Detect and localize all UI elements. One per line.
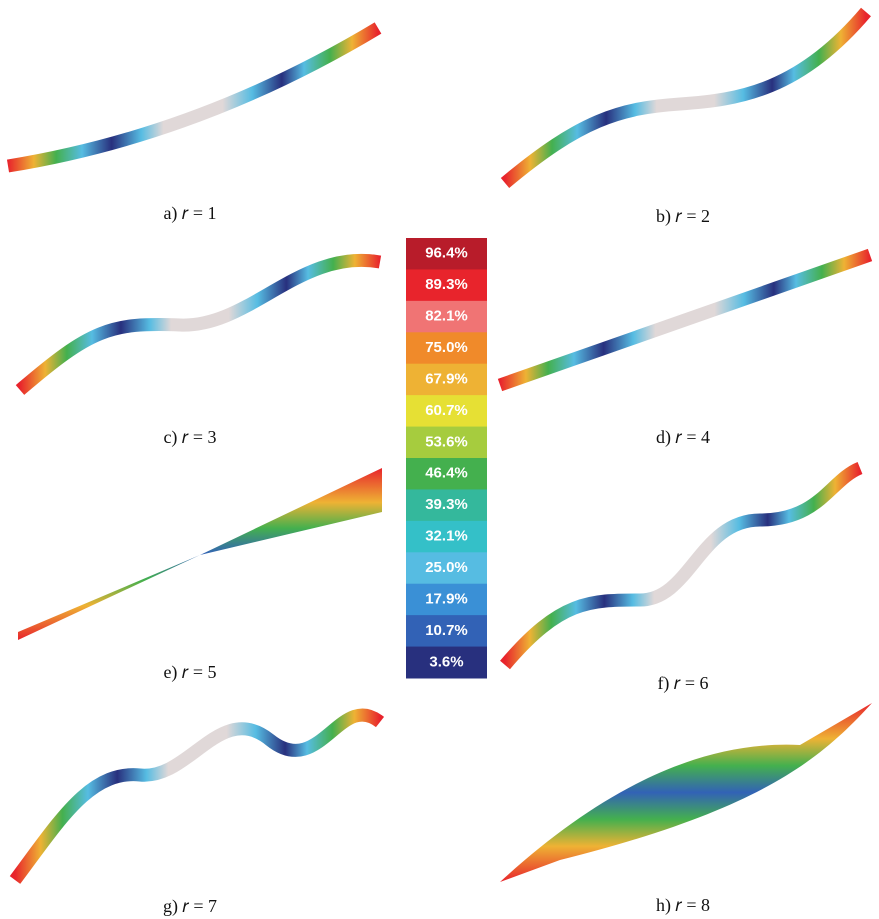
mode-shape [18, 468, 382, 640]
legend-label: 82.1% [425, 308, 468, 325]
legend-label: 46.4% [425, 465, 468, 482]
color-legend: 96.4% 89.3% 82.1% 75.0% 67.9% 60.7% 53.6% 46.4%… [406, 238, 487, 679]
caption: d) 𝑟 = 4 [656, 427, 710, 448]
mode-shape [15, 715, 380, 880]
caption: e) 𝑟 = 5 [163, 662, 216, 683]
legend-label: 60.7% [425, 402, 468, 419]
legend-label: 89.3% [425, 276, 468, 293]
legend-label: 10.7% [425, 622, 468, 639]
mode-shape [20, 260, 380, 390]
figure: a) 𝑟 = 1 b) 𝑟 = 2 c) 𝑟 = 3 d) 𝑟 = 4 e) 𝑟… [0, 0, 879, 919]
caption: h) 𝑟 = 8 [656, 895, 710, 916]
caption: a) 𝑟 = 1 [163, 203, 216, 224]
legend-label: 75.0% [425, 339, 468, 356]
legend-label: 39.3% [425, 496, 468, 513]
legend-label: 3.6% [429, 653, 463, 670]
legend-label: 53.6% [425, 433, 468, 450]
mode-shape [500, 255, 870, 385]
mode-shape [8, 28, 378, 166]
legend-label: 25.0% [425, 559, 468, 576]
legend-label: 67.9% [425, 370, 468, 387]
mode-shape [500, 703, 872, 882]
legend-label: 17.9% [425, 590, 468, 607]
caption: g) 𝑟 = 7 [163, 896, 217, 917]
caption: b) 𝑟 = 2 [656, 206, 710, 227]
caption: f) 𝑟 = 6 [657, 673, 708, 694]
caption: c) 𝑟 = 3 [163, 427, 216, 448]
page: {"panels": [ {"caption": "a) 𝑟 = 1"}, {"… [0, 0, 879, 919]
legend-label: 32.1% [425, 528, 468, 545]
legend-label: 96.4% [425, 245, 468, 262]
mode-shape [505, 468, 860, 665]
mode-shape [505, 12, 866, 183]
